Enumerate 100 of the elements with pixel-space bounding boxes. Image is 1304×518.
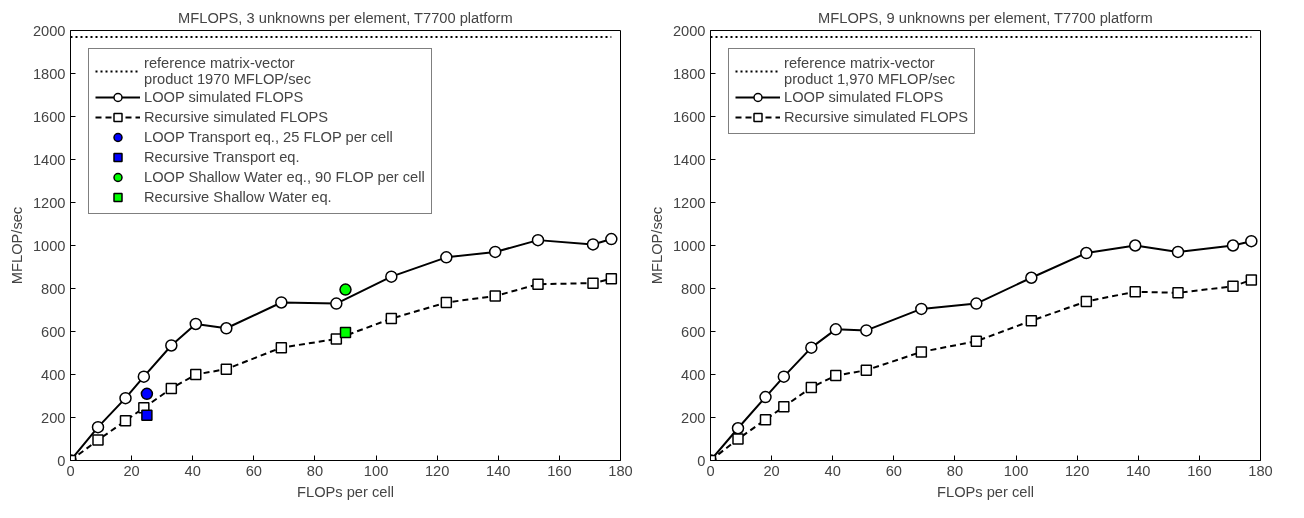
point xyxy=(1171,245,1185,259)
y-tick-label: 400 xyxy=(41,366,66,383)
point xyxy=(385,270,398,283)
point xyxy=(915,302,928,316)
y-tick-label: 2000 xyxy=(672,22,706,39)
point xyxy=(220,363,233,375)
y-axis-title: MFLOP/sec xyxy=(648,206,665,285)
y-tick-label: 1800 xyxy=(672,65,706,82)
point xyxy=(805,341,818,354)
point xyxy=(777,370,791,383)
point xyxy=(275,296,288,309)
point xyxy=(732,433,744,445)
point xyxy=(1172,287,1184,299)
point xyxy=(190,368,202,381)
point xyxy=(759,390,772,404)
point xyxy=(339,326,352,339)
x-tick-label: 100 xyxy=(363,462,389,479)
point xyxy=(970,335,983,347)
point xyxy=(586,238,600,251)
x-tick-label: 120 xyxy=(424,462,450,479)
point xyxy=(860,364,873,376)
x-tick-label: 20 xyxy=(123,462,140,479)
legend-label: LOOP Transport eq., 25 FLOP per cell xyxy=(144,129,393,145)
y-tick-label: 1000 xyxy=(32,237,66,254)
point xyxy=(385,312,398,325)
point xyxy=(1245,274,1258,286)
point xyxy=(489,290,501,302)
y-tick-label: 600 xyxy=(681,323,706,340)
y-tick-label: 800 xyxy=(41,280,66,297)
x-tick-label: 80 xyxy=(946,462,964,479)
point xyxy=(189,317,203,331)
y-tick-label: 800 xyxy=(681,280,706,297)
point xyxy=(140,387,154,401)
point xyxy=(91,420,105,434)
x-tick-label: 140 xyxy=(1126,462,1151,479)
y-tick-label: 1200 xyxy=(32,194,66,211)
y-tick-label: 1600 xyxy=(672,108,706,125)
legend-label: Recursive Transport eq. xyxy=(144,149,300,165)
x-tick-label: 40 xyxy=(824,462,841,479)
chart-title: MFLOPS, 9 unknowns per element, T7700 platform xyxy=(818,9,1153,26)
point xyxy=(165,339,178,352)
y-axis-title: MFLOP/sec xyxy=(8,206,25,285)
point xyxy=(1025,315,1038,327)
point xyxy=(759,413,772,426)
x-axis-title: FLOPs per cell xyxy=(297,483,394,500)
point xyxy=(440,296,453,309)
x-tick-label: 20 xyxy=(763,462,780,479)
x-tick-label: 100 xyxy=(1003,462,1029,479)
point xyxy=(141,409,153,422)
y-tick-label: 1600 xyxy=(32,108,66,125)
y-tick-label: 1400 xyxy=(32,151,66,168)
point xyxy=(119,414,132,427)
point xyxy=(1227,280,1239,293)
point xyxy=(1129,285,1141,298)
point xyxy=(731,422,745,435)
point xyxy=(1080,295,1093,308)
point xyxy=(330,333,343,345)
point xyxy=(92,434,104,446)
point xyxy=(532,278,544,290)
point xyxy=(339,283,352,296)
point xyxy=(1025,271,1038,284)
legend-label: Recursive Shallow Water eq. xyxy=(144,189,332,205)
legend-label: LOOP Shallow Water eq., 90 FLOP per cell xyxy=(144,169,425,185)
legend-label: LOOP simulated FLOPS xyxy=(784,89,944,105)
point xyxy=(778,401,790,413)
x-tick-label: 180 xyxy=(1248,462,1273,479)
x-tick-label: 180 xyxy=(608,462,633,479)
legend-label: reference matrix-vector product 1970 MFLOP/sec xyxy=(144,55,312,87)
point xyxy=(1080,246,1093,260)
point xyxy=(1226,239,1240,252)
point xyxy=(165,382,178,395)
point xyxy=(488,245,502,259)
point xyxy=(275,341,288,354)
point xyxy=(531,233,545,247)
y-tick-label: 1800 xyxy=(32,65,66,82)
point xyxy=(915,346,928,358)
point xyxy=(1128,239,1142,252)
y-tick-label: 200 xyxy=(681,409,706,426)
point xyxy=(137,370,151,383)
point xyxy=(605,273,618,285)
x-tick-label: 120 xyxy=(1064,462,1090,479)
x-tick-label: 140 xyxy=(486,462,511,479)
x-axis-title: FLOPs per cell xyxy=(937,483,1034,500)
x-tick-label: 60 xyxy=(885,462,902,479)
y-tick-label: 1000 xyxy=(672,237,706,254)
x-tick-label: 60 xyxy=(245,462,262,479)
x-tick-label: 160 xyxy=(547,462,572,479)
point xyxy=(970,297,983,310)
y-tick-label: 400 xyxy=(681,366,706,383)
point xyxy=(830,369,842,382)
point xyxy=(440,251,453,264)
y-tick-label: 1200 xyxy=(672,194,706,211)
point xyxy=(860,324,873,337)
legend-label: LOOP simulated FLOPS xyxy=(144,89,304,105)
y-tick-label: 600 xyxy=(41,323,66,340)
point xyxy=(587,277,599,289)
legend-label: Recursive simulated FLOPS xyxy=(784,109,969,125)
legend-label: reference matrix-vector product 1,970 MFLOP/sec xyxy=(784,55,956,87)
x-tick-label: 40 xyxy=(184,462,201,479)
point xyxy=(220,322,233,335)
